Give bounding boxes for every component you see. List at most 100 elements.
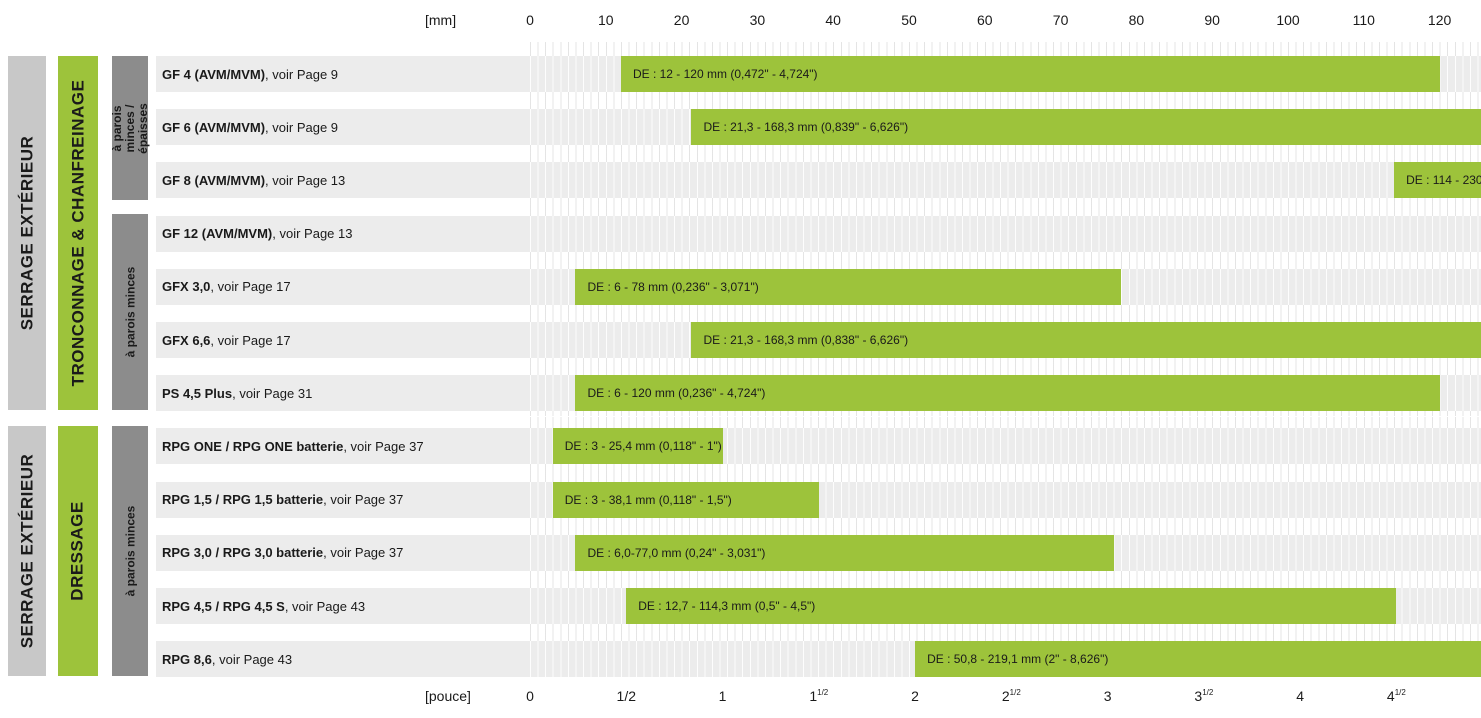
inch-tick-fraction: 1/2 [817, 688, 829, 697]
bar-value-label: DE : 3 - 25,4 mm (0,118" - 1") [564, 439, 722, 454]
row-label: GF 8 (AVM/MVM), voir Page 13 [162, 162, 345, 198]
range-bar [691, 322, 1481, 358]
range-bar [575, 534, 1114, 571]
mm-tick-label: 110 [1352, 12, 1375, 28]
group-category-1: TRONCONNAGE & CHANFREINAGE [58, 56, 98, 410]
group-sub-1: à parois minces / épaisses [109, 56, 150, 200]
mm-tick-label: 30 [749, 12, 766, 28]
row-label-page-ref: , voir Page 37 [323, 545, 404, 561]
inch-tick-main: 2 [911, 688, 919, 704]
row-label-page-ref: , voir Page 9 [265, 66, 339, 82]
inch-tick-label: 41/2 [1387, 688, 1406, 704]
mm-tick-label: 70 [1052, 12, 1069, 28]
bar-value-label: DE : 6 - 120 mm (0,236" - 4,724") [587, 386, 766, 401]
mm-tick-label: 40 [825, 12, 841, 28]
mm-tick-label: 100 [1276, 12, 1300, 28]
row-label-page-ref: , voir Page 13 [265, 172, 346, 188]
row-label-product: RPG 4,5 / RPG 4,5 S [162, 598, 285, 614]
inch-axis-label: [pouce] [425, 688, 471, 704]
bar-value-label: DE : 12,7 - 114,3 mm (0,5" - 4,5") [638, 599, 816, 613]
row-label: PS 4,5 Plus, voir Page 31 [162, 375, 312, 411]
bar-value-label: DE : 21,3 - 168,3 mm (0,839" - 6,626") [703, 120, 909, 135]
inch-tick-main: 1 [718, 688, 727, 704]
inch-tick-main: 0 [526, 688, 534, 704]
bar-value-label: DE : 50,8 - 219,1 mm (2" - 8,626") [927, 652, 1109, 667]
inch-tick-fraction: 1/2 [1394, 688, 1406, 697]
row-label-product: GF 4 (AVM/MVM) [162, 66, 266, 82]
row-label: RPG 3,0 / RPG 3,0 batterie, voir Page 37 [162, 535, 403, 571]
inch-tick-label: 21/2 [1002, 688, 1021, 704]
range-bar [626, 588, 1397, 624]
range-bar [620, 56, 1440, 92]
row-label-page-ref: , voir Page 17 [210, 279, 291, 295]
inch-tick-main: 1/2 [616, 688, 636, 704]
row-label-page-ref: , voir Page 13 [272, 226, 353, 242]
mm-tick-label: 50 [901, 12, 917, 28]
group-category-1-label: TRONCONNAGE & CHANFREINAGE [68, 79, 88, 387]
group-outer-2-label: SERRAGE EXTÉRIEUR [17, 453, 36, 649]
inch-tick-main: 4 [1386, 688, 1395, 704]
row-label-product: PS 4,5 Plus [162, 385, 233, 401]
mm-tick-label: 90 [1204, 12, 1220, 28]
row-label: GF 4 (AVM/MVM), voir Page 9 [162, 56, 338, 92]
row-label-product: RPG ONE / RPG ONE batterie [162, 438, 344, 454]
bar-value-label: DE : 21,3 - 168,3 mm (0,838" - 6,626") [703, 333, 909, 347]
group-category-2-label: DRESSAGE [68, 501, 88, 601]
row-label-product: GF 12 (AVM/MVM) [162, 226, 273, 242]
group-sub-1-label: à parois minces / épaisses [109, 102, 150, 154]
row-label-product: GFX 6,6 [162, 332, 211, 348]
inch-tick-main: 4 [1296, 688, 1305, 704]
range-bar [1394, 162, 1481, 199]
row-grid [530, 162, 1481, 199]
row-label-page-ref: , voir Page 9 [265, 119, 339, 135]
row-label-page-ref: , voir Page 31 [232, 385, 313, 401]
inch-tick-main: 2 [1001, 688, 1010, 704]
bar-value-label: DE : 6,0-77,0 mm (0,24" - 3,031") [587, 545, 766, 560]
inch-tick-main: 1 [809, 688, 818, 704]
inch-tick-fraction: 1/2 [1009, 688, 1021, 697]
row-label-product: RPG 8,6 [162, 651, 212, 667]
inch-tick-label: 2 [911, 688, 919, 704]
row-label: GF 12 (AVM/MVM), voir Page 13 [162, 216, 352, 252]
row-label: RPG 4,5 / RPG 4,5 S, voir Page 43 [162, 588, 365, 624]
bar-value-label: DE : 12 - 120 mm (0,472" - 4,724") [632, 67, 818, 81]
row-label-page-ref: , voir Page 17 [210, 332, 291, 348]
group-sub-3-label: à parois minces [123, 505, 137, 597]
row-label: RPG 1,5 / RPG 1,5 batterie, voir Page 37 [162, 482, 403, 518]
mm-tick-label: 20 [673, 12, 690, 28]
mm-tick-label: 0 [526, 12, 534, 28]
bar-value-label: DE : 3 - 38,1 mm (0,118" - 1,5") [564, 492, 732, 507]
group-outer-1-label: SERRAGE EXTÉRIEUR [17, 135, 36, 331]
row-label: RPG ONE / RPG ONE batterie, voir Page 37 [162, 428, 424, 464]
range-bar [552, 428, 723, 465]
row-label: RPG 8,6, voir Page 43 [162, 641, 292, 677]
row-grid [530, 215, 1481, 252]
range-bar [575, 375, 1440, 412]
inch-tick-label: 1/2 [617, 688, 636, 704]
mm-tick-label: 10 [598, 12, 614, 28]
inch-tick-label: 31/2 [1194, 688, 1213, 704]
group-sub-2: à parois minces [112, 214, 148, 410]
row-label-page-ref: , voir Page 43 [211, 651, 293, 667]
section-divider [8, 416, 1481, 417]
inch-tick-label: 3 [1104, 688, 1112, 704]
mm-tick-label: 80 [1128, 12, 1145, 28]
range-bar [552, 481, 819, 518]
range-bar [575, 268, 1122, 305]
row-label-product: GF 8 (AVM/MVM) [162, 172, 266, 188]
group-outer-1: SERRAGE EXTÉRIEUR [8, 56, 46, 410]
inch-tick-main: 3 [1194, 688, 1203, 704]
row-label-page-ref: , voir Page 37 [343, 438, 424, 454]
row-label: GFX 3,0, voir Page 17 [162, 269, 291, 305]
row-label-product: RPG 1,5 / RPG 1,5 batterie [162, 492, 324, 508]
bar-value-label: DE : 6 - 78 mm (0,236" - 3,071") [587, 279, 759, 294]
inch-tick-label: 11/2 [809, 688, 828, 704]
group-outer-2: SERRAGE EXTÉRIEUR [8, 426, 46, 676]
row-label-page-ref: , voir Page 37 [323, 492, 404, 508]
range-bar [691, 109, 1481, 146]
mm-tick-label: 120 [1427, 12, 1452, 28]
group-category-2: DRESSAGE [58, 426, 98, 676]
row-label: GF 6 (AVM/MVM), voir Page 9 [162, 109, 338, 145]
bar-value-label: DE : 114 - 230 [1406, 173, 1481, 188]
inch-tick-fraction: 1/2 [1202, 688, 1214, 697]
